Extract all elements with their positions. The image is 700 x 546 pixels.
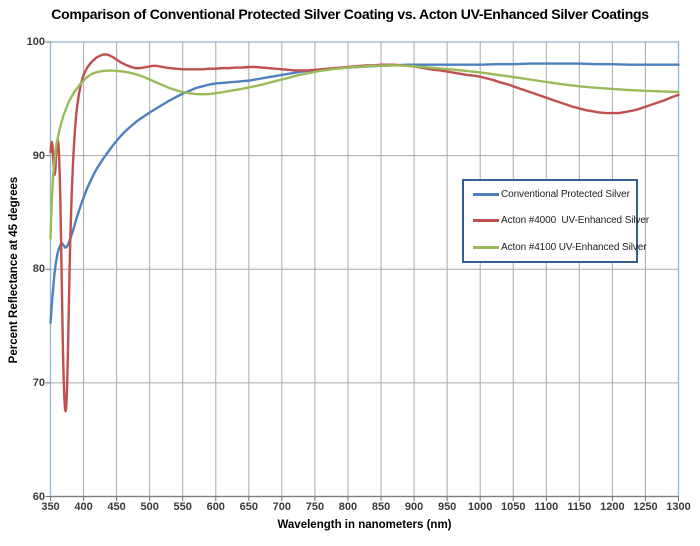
legend-item-conventional: Conventional Protected Silver	[473, 189, 636, 200]
x-tick-label: 1250	[633, 501, 658, 513]
y-tick-label: 80	[32, 263, 45, 276]
series-line-1	[49, 53, 680, 413]
legend: Conventional Protected Silver Acton #400…	[462, 179, 649, 263]
x-tick-label: 1150	[567, 501, 592, 513]
x-tick-label: 850	[371, 501, 391, 513]
x-tick-label: 650	[239, 501, 258, 513]
x-tick-label: 500	[140, 501, 159, 513]
y-tick-label: 100	[26, 36, 45, 48]
x-tick-label: 1200	[600, 501, 625, 513]
x-tick-label: 1000	[467, 501, 493, 513]
x-tick-label: 450	[107, 501, 126, 513]
y-tick-label: 60	[32, 490, 45, 503]
legend-item-acton-4100: Acton #4100 UV-Enhanced Silver	[473, 242, 647, 253]
x-tick-label: 1050	[500, 501, 526, 513]
x-tick-label: 350	[41, 501, 60, 513]
legend-swatch-red	[473, 219, 499, 223]
x-tick-label: 1100	[534, 501, 559, 513]
series-line-2	[49, 64, 680, 240]
y-tick-label: 70	[32, 376, 45, 389]
x-tick-label: 700	[272, 501, 292, 513]
legend-swatch-blue	[473, 192, 499, 196]
y-tick-label: 90	[32, 149, 45, 162]
x-tick-label: 1300	[666, 501, 691, 513]
x-tick-label: 550	[173, 501, 192, 513]
x-axis-title: Wavelength in nanometers (nm)	[277, 519, 452, 531]
legend-item-acton-4000: Acton #4000 UV-Enhanced Silver	[473, 215, 649, 226]
legend-label: Acton #4000 UV-Enhanced Silver	[501, 215, 650, 227]
x-tick-label: 400	[74, 501, 93, 513]
x-tick-label: 950	[437, 501, 457, 513]
legend-swatch-green	[473, 246, 499, 250]
chart-title: Comparison of Conventional Protected Sil…	[51, 6, 649, 22]
x-tick-label: 900	[404, 501, 424, 513]
legend-label: Conventional Protected Silver	[501, 188, 630, 200]
x-tick-label: 600	[206, 501, 225, 513]
legend-label: Acton #4100 UV-Enhanced Silver	[501, 242, 647, 254]
x-tick-label: 800	[338, 501, 358, 513]
x-tick-label: 750	[305, 501, 325, 513]
